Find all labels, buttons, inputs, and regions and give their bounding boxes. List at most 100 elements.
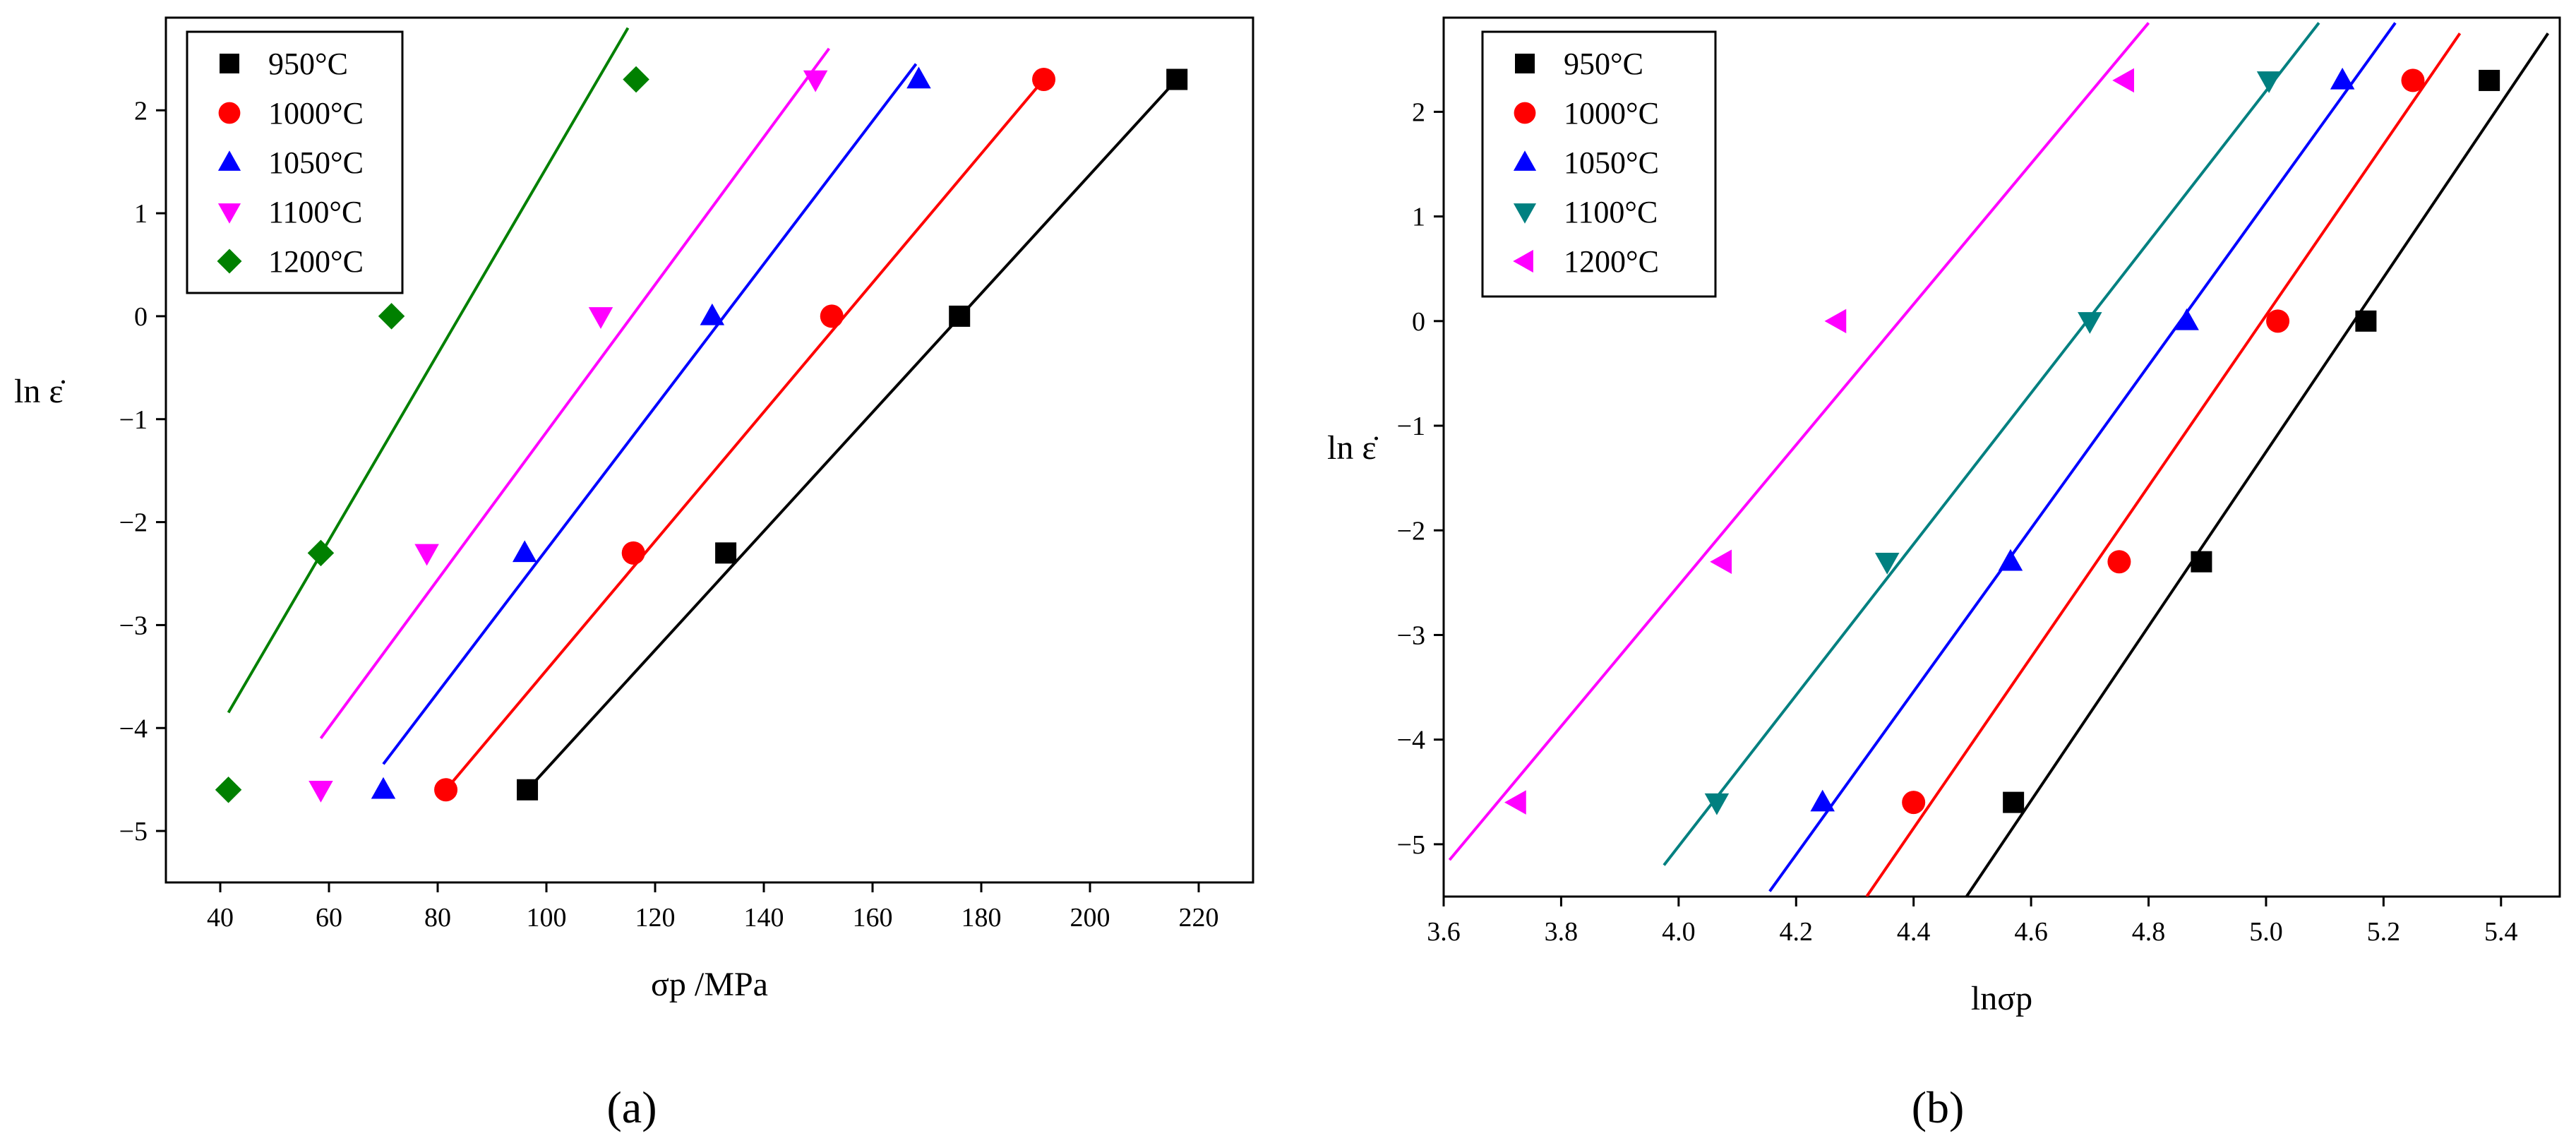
data-point <box>2479 69 2500 91</box>
fit-line <box>1768 22 2397 892</box>
data-point <box>949 305 971 327</box>
x-tick-label: 120 <box>635 903 676 933</box>
series-1100°C <box>1663 22 2320 866</box>
series-1200°C <box>1448 22 2150 861</box>
y-tick-label: 0 <box>1412 307 1425 337</box>
legend-marker <box>1513 203 1537 224</box>
data-point <box>1504 790 1526 815</box>
y-tick-label: −2 <box>1397 516 1425 546</box>
data-point <box>414 544 439 566</box>
legend-label: 1100°C <box>1564 195 1658 229</box>
y-tick-label: 0 <box>134 302 148 332</box>
data-point <box>803 70 828 92</box>
legend-label: 1050°C <box>1564 145 1659 180</box>
fit-line <box>227 27 630 714</box>
plot-area <box>215 27 1188 803</box>
fit-line <box>319 47 831 740</box>
legend-marker <box>217 203 241 224</box>
x-tick-label: 60 <box>316 903 342 933</box>
data-point <box>2330 67 2355 90</box>
legend-label: 1200°C <box>1564 244 1659 279</box>
fit-line <box>526 78 1178 791</box>
fit-line <box>1865 32 2462 897</box>
data-point <box>517 779 539 801</box>
y-tick-label: 2 <box>134 96 148 126</box>
legend-label: 950°C <box>268 47 348 81</box>
legend-marker <box>217 150 241 171</box>
data-point <box>1704 793 1730 815</box>
x-tick-label: 180 <box>961 903 1002 933</box>
y-tick-label: 1 <box>134 199 148 229</box>
plot-frame <box>164 16 1254 884</box>
legend: 950°C 1000°C 1050°C 1100°C 1200°C <box>186 30 404 294</box>
y-tick-label: −1 <box>119 405 148 435</box>
x-tick-label: 80 <box>424 903 451 933</box>
x-tick-label: 3.6 <box>1427 917 1461 947</box>
legend-marker <box>1515 54 1535 73</box>
data-point <box>1810 789 1835 812</box>
data-point <box>2078 312 2102 334</box>
data-point <box>1874 552 1900 575</box>
data-point <box>700 303 725 325</box>
fit-line <box>1448 22 2150 861</box>
data-point <box>512 540 537 563</box>
data-point <box>621 541 645 565</box>
y-tick-label: −4 <box>119 714 148 743</box>
plot-area <box>1448 22 2550 897</box>
x-tick-label: 5.4 <box>2484 917 2518 947</box>
y-tick-label: −3 <box>1397 621 1425 650</box>
legend-marker <box>1513 249 1533 273</box>
caption-a: (a) <box>606 1082 657 1132</box>
legend-label: 1100°C <box>268 195 362 229</box>
y-tick-label: −1 <box>1397 412 1425 441</box>
x-tick-label: 4.6 <box>2014 917 2048 947</box>
data-point <box>307 539 335 567</box>
x-axis-label: lnσp <box>1971 980 2032 1017</box>
data-point <box>820 304 844 328</box>
data-point <box>906 66 931 89</box>
data-point <box>1998 549 2023 571</box>
x-axis-label: σp /MPa <box>651 966 768 1003</box>
x-tick-label: 4.2 <box>1780 917 1814 947</box>
caption-b: (b) <box>1912 1082 1965 1132</box>
series-1050°C <box>1768 22 2397 892</box>
data-point <box>1032 68 1056 91</box>
x-tick-label: 4.8 <box>2132 917 2166 947</box>
x-tick-label: 220 <box>1179 903 1219 933</box>
data-point <box>371 777 396 799</box>
x-tick-label: 200 <box>1070 903 1110 933</box>
data-point <box>2003 791 2025 813</box>
series-1100°C <box>308 47 831 803</box>
y-tick-label: 2 <box>1412 97 1425 127</box>
fit-line <box>1965 32 2550 897</box>
legend-marker <box>1514 102 1536 124</box>
legend-label: 950°C <box>1564 47 1643 81</box>
plot-frame <box>1442 16 2561 898</box>
y-tick-label: −4 <box>1397 726 1425 755</box>
data-point <box>1824 309 1847 334</box>
data-point <box>2107 550 2131 574</box>
data-point <box>623 66 649 93</box>
legend-label: 1200°C <box>268 244 364 279</box>
series-1050°C <box>371 63 931 799</box>
data-point <box>215 777 242 803</box>
series-950°C <box>517 68 1188 801</box>
x-tick-label: 5.0 <box>2249 917 2283 947</box>
data-point <box>2174 308 2199 330</box>
y-axis-label: ln ε̇ <box>14 373 65 410</box>
x-tick-label: 4.4 <box>1897 917 1931 947</box>
data-point <box>378 303 405 330</box>
series-1000°C <box>434 68 1056 802</box>
data-point <box>2266 309 2290 333</box>
y-tick-label: −3 <box>119 611 148 640</box>
x-tick-label: 40 <box>207 903 234 933</box>
y-axis-label: ln ε̇ <box>1327 429 1378 467</box>
fit-line <box>1663 22 2320 866</box>
data-point <box>715 542 737 564</box>
data-point <box>2256 71 2282 93</box>
y-tick-label: −5 <box>1397 830 1425 860</box>
y-tick-label: 1 <box>1412 203 1425 232</box>
legend-marker <box>218 102 241 124</box>
data-point <box>434 778 458 802</box>
